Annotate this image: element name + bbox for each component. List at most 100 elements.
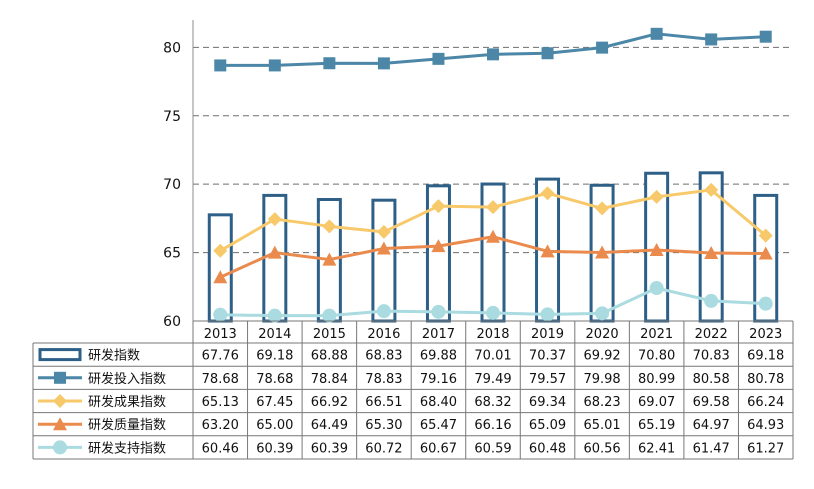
point-circle-2022: [704, 293, 719, 308]
point-triangle-2018: [486, 229, 500, 243]
point-triangle-2023: [758, 246, 773, 260]
data-label: 66.51: [365, 395, 402, 410]
legend-label: 研发成果指数: [88, 394, 166, 410]
point-square-2021: [650, 27, 663, 40]
point-triangle-2014: [267, 245, 282, 259]
data-label: 67.76: [202, 349, 239, 364]
data-label: 68.23: [583, 395, 620, 410]
data-label: 61.47: [693, 441, 730, 456]
data-label: 80.78: [747, 372, 784, 387]
y-tick-label-70: 70: [163, 177, 181, 193]
data-label: 70.01: [474, 349, 511, 364]
point-triangle-2022: [704, 246, 719, 260]
data-label: 65.00: [256, 418, 293, 433]
data-label: 65.30: [365, 418, 402, 433]
data-label: 80.58: [693, 372, 730, 387]
legend-key-triangle: [53, 417, 67, 431]
data-label: 65.13: [202, 395, 239, 410]
data-label: 68.88: [311, 349, 348, 364]
data-label: 80.99: [638, 372, 675, 387]
data-label: 64.97: [693, 418, 730, 433]
legend-key-bar: [38, 348, 82, 362]
data-label: 68.83: [365, 349, 402, 364]
data-label: 62.41: [638, 441, 675, 456]
legend-label: 研发支持指数: [88, 440, 166, 456]
data-label: 65.19: [638, 418, 675, 433]
bar-2013: [207, 213, 233, 323]
point-square-2018: [487, 48, 499, 61]
legend-key-diamond: [53, 394, 67, 408]
point-diamond-2019: [540, 186, 555, 201]
point-circle-2023: [758, 296, 773, 311]
data-label: 66.24: [747, 395, 784, 410]
data-label: 61.27: [747, 441, 784, 456]
data-label: 68.32: [474, 395, 511, 410]
data-label: 60.72: [365, 441, 402, 456]
data-label: 65.01: [583, 418, 620, 433]
data-label: 78.83: [365, 372, 402, 387]
data-label: 64.49: [311, 418, 348, 433]
data-label: 70.37: [529, 349, 566, 364]
point-diamond-2022: [704, 182, 719, 197]
point-triangle-2021: [649, 242, 664, 256]
y-tick-label-65: 65: [163, 246, 181, 262]
data-label: 69.18: [747, 349, 784, 364]
point-triangle-2016: [376, 241, 391, 255]
point-circle-2021: [649, 281, 664, 296]
point-square-2023: [759, 30, 772, 43]
data-label: 64.93: [747, 418, 784, 433]
point-square-2014: [268, 59, 281, 72]
data-label: 78.84: [311, 372, 348, 387]
point-square-2016: [377, 57, 390, 70]
x-category-label: 2019: [531, 327, 564, 342]
data-label: 63.20: [202, 418, 239, 433]
data-label: 70.83: [693, 349, 730, 364]
point-triangle-2017: [431, 239, 446, 253]
data-label: 68.40: [420, 395, 457, 410]
data-label: 79.49: [474, 372, 511, 387]
point-diamond-2017: [431, 199, 446, 214]
point-triangle-2013: [213, 270, 228, 284]
x-category-label: 2015: [313, 327, 346, 342]
data-label: 69.88: [420, 349, 457, 364]
point-triangle-2020: [595, 245, 610, 259]
point-circle-2018: [486, 305, 500, 320]
data-label: 70.80: [638, 349, 675, 364]
data-label: 69.18: [256, 349, 293, 364]
point-square-2019: [541, 47, 554, 60]
data-label: 60.39: [256, 441, 293, 456]
point-square-2017: [432, 52, 445, 65]
data-label: 60.48: [529, 441, 566, 456]
point-circle-2020: [595, 306, 610, 321]
point-diamond-2023: [758, 228, 773, 243]
point-circle-2014: [267, 308, 282, 323]
point-diamond-2015: [322, 219, 337, 234]
point-circle-2013: [213, 307, 228, 322]
point-square-2020: [596, 41, 609, 54]
data-label: 78.68: [202, 372, 239, 387]
legend-label: 研发质量指数: [88, 417, 166, 433]
x-category-label: 2023: [749, 327, 782, 342]
legend-key-circle: [53, 440, 67, 455]
point-square-2013: [214, 59, 227, 72]
data-label: 65.47: [420, 418, 457, 433]
data-label: 60.56: [583, 441, 620, 456]
point-diamond-2014: [267, 212, 282, 227]
point-square-2022: [705, 33, 718, 46]
data-label: 69.07: [638, 395, 675, 410]
x-category-label: 2022: [695, 327, 728, 342]
data-label: 67.45: [256, 395, 293, 410]
y-tick-label-80: 80: [163, 40, 181, 56]
data-label: 79.16: [420, 372, 457, 387]
data-label: 79.57: [529, 372, 566, 387]
data-label: 69.92: [583, 349, 620, 364]
point-circle-2017: [431, 304, 446, 319]
data-label: 60.59: [474, 441, 511, 456]
data-label: 60.46: [202, 441, 239, 456]
point-diamond-2018: [486, 200, 500, 215]
bar-2016: [371, 198, 397, 323]
point-circle-2019: [540, 307, 555, 322]
data-label: 65.09: [529, 418, 566, 433]
point-triangle-2019: [540, 244, 555, 258]
point-diamond-2020: [595, 201, 610, 216]
